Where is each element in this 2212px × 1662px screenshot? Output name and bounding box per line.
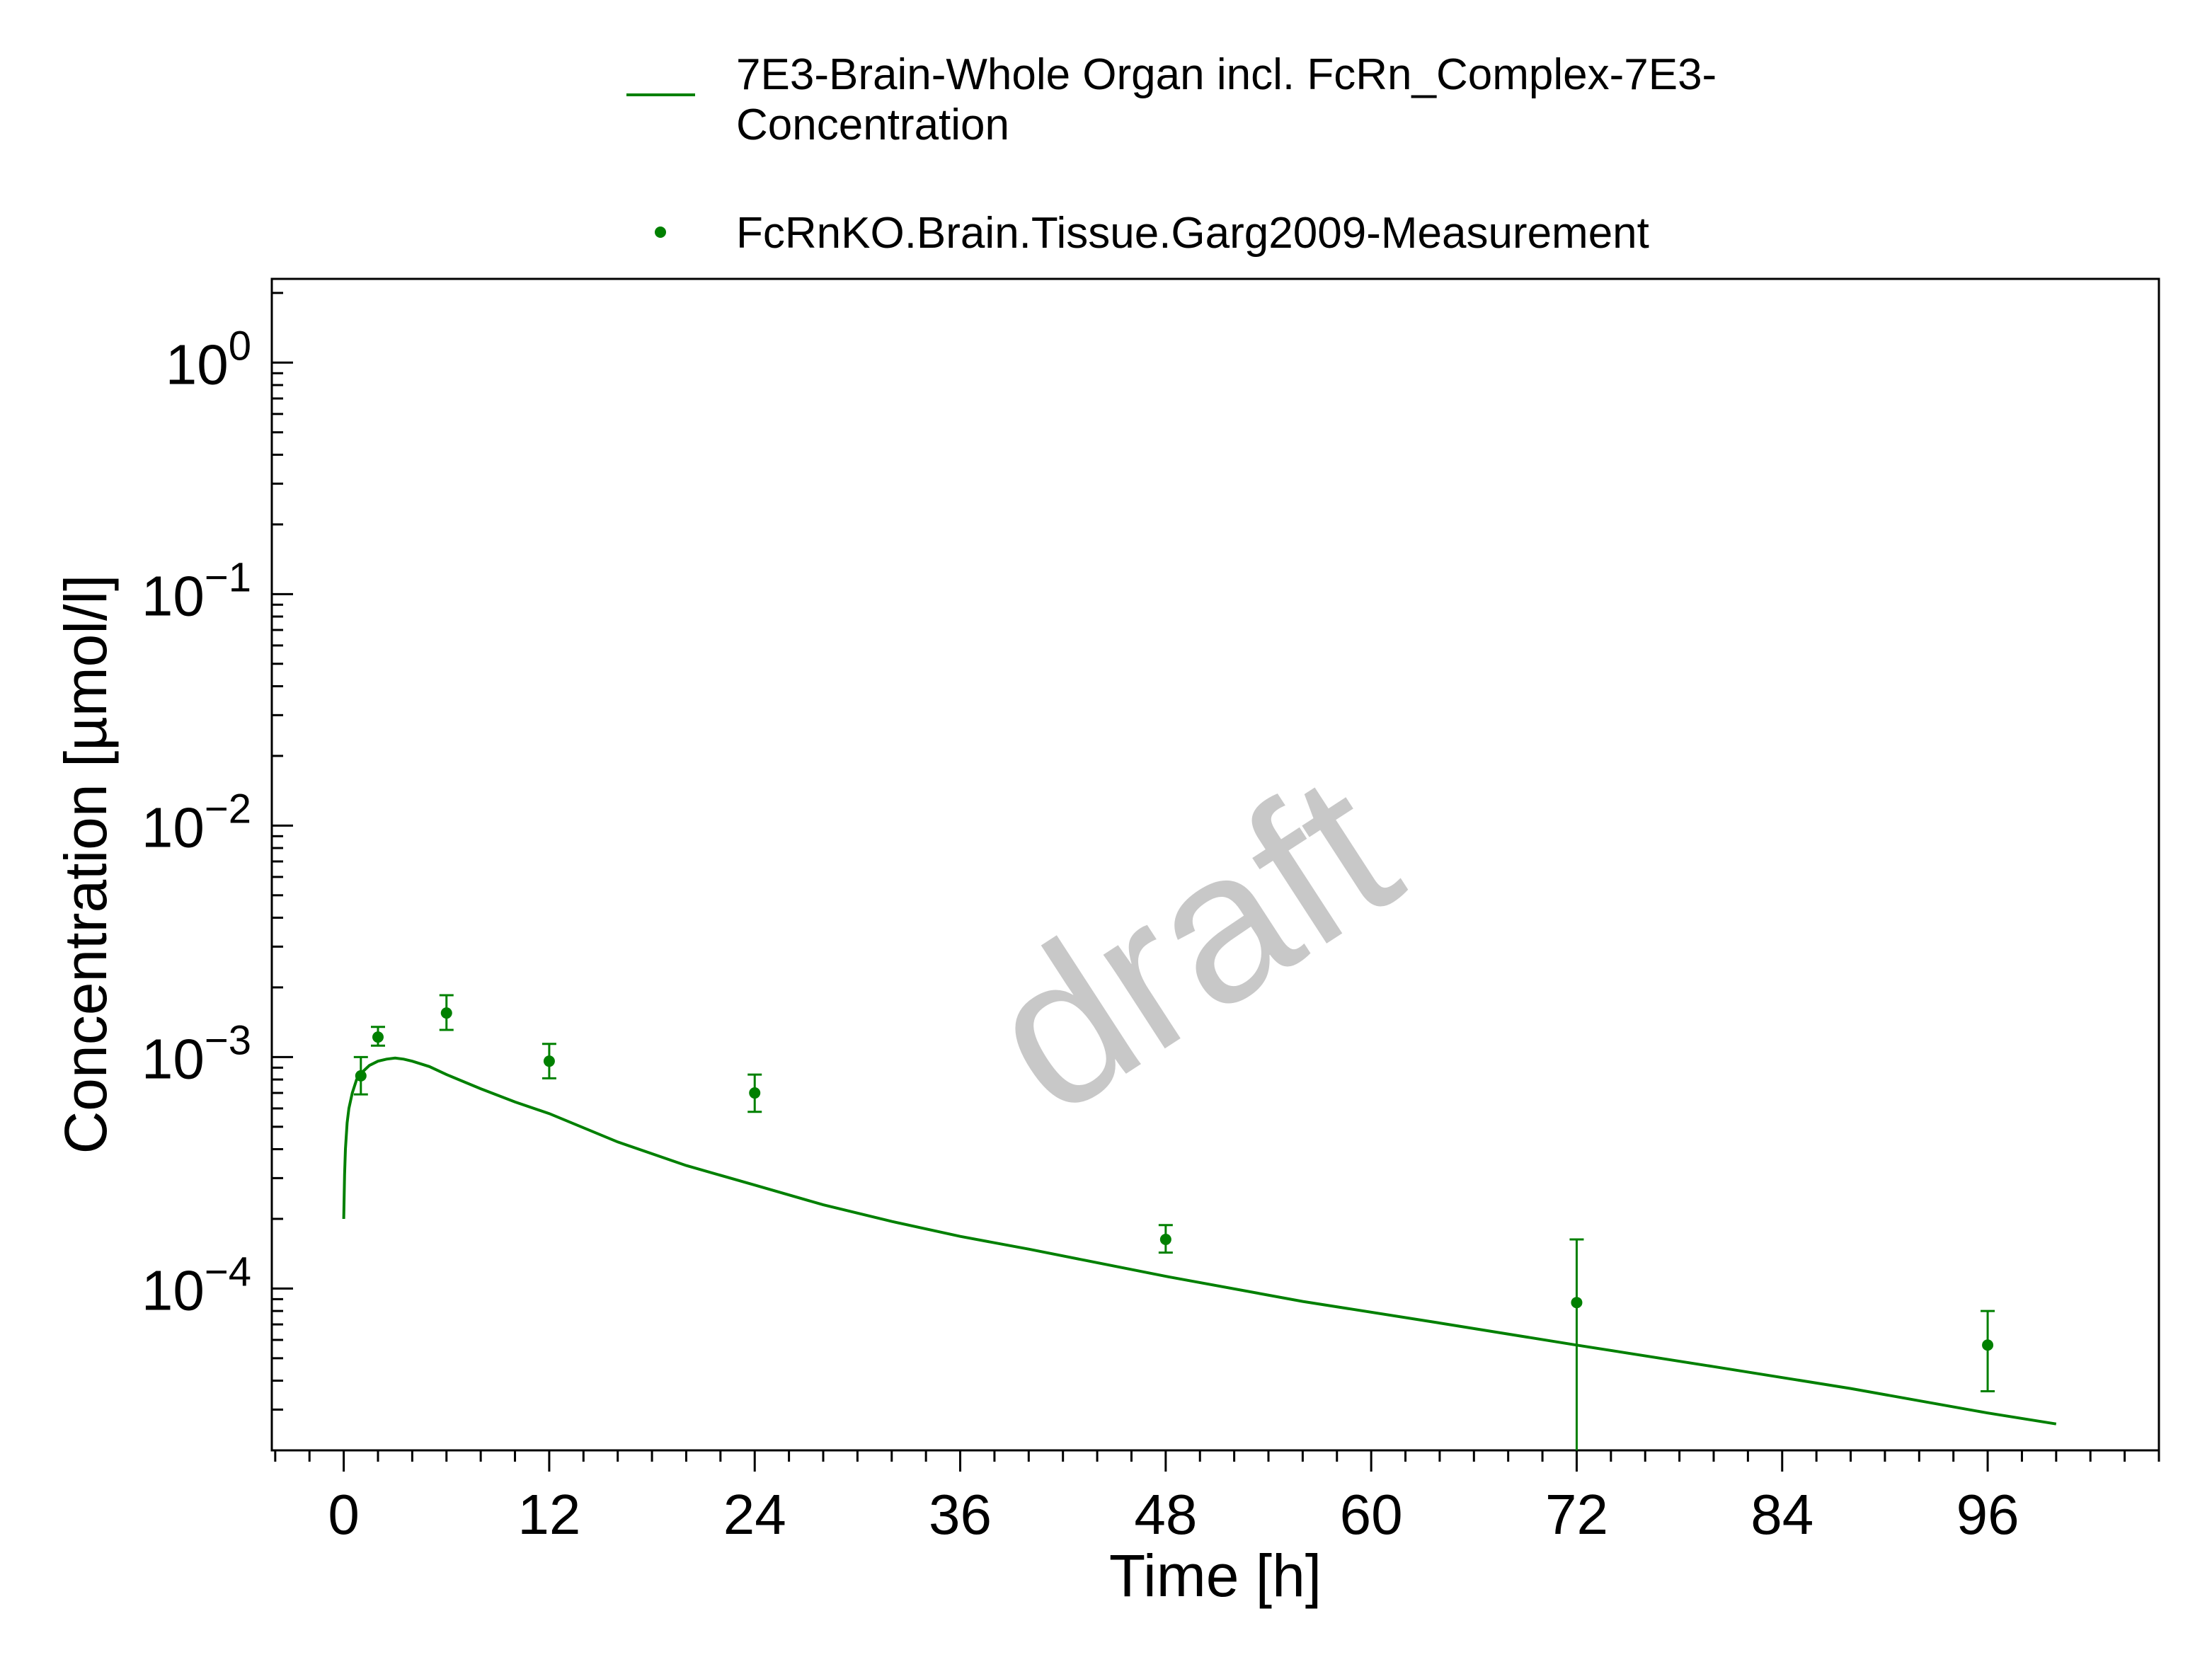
y-axis-title: Concentration [µmol/l] bbox=[52, 575, 119, 1154]
y-tick-label: 10−3 bbox=[142, 1017, 251, 1090]
data-point bbox=[749, 1087, 761, 1099]
x-tick-label: 96 bbox=[1956, 1483, 2019, 1546]
y-axis: 100 10−1 10−2 10−3 10−4 bbox=[142, 292, 293, 1452]
plot-area bbox=[270, 277, 2160, 1452]
data-point bbox=[440, 1007, 452, 1019]
data-point bbox=[355, 1070, 367, 1082]
legend-entry-label: Concentration bbox=[736, 101, 1009, 149]
plot-series bbox=[342, 994, 2057, 1450]
y-tick-label: 10−1 bbox=[142, 554, 251, 627]
data-point bbox=[372, 1031, 384, 1043]
data-point bbox=[1982, 1339, 1994, 1351]
x-tick-label: 48 bbox=[1134, 1483, 1197, 1546]
data-point bbox=[1159, 1234, 1171, 1246]
x-tick-label: 36 bbox=[929, 1483, 992, 1546]
data-point bbox=[1571, 1297, 1583, 1309]
legend: 7E3-Brain-Whole Organ incl. FcRn_Complex… bbox=[626, 50, 1717, 258]
y-tick-label: 10−2 bbox=[142, 786, 251, 859]
x-axis-title: Time [h] bbox=[1109, 1542, 1322, 1609]
data-point bbox=[543, 1055, 555, 1067]
x-tick-label: 0 bbox=[328, 1483, 360, 1546]
y-tick-label: 100 bbox=[166, 323, 251, 396]
x-axis: 0 12 24 36 48 60 72 84 96 bbox=[274, 1450, 2160, 1546]
x-tick-label: 24 bbox=[723, 1483, 786, 1546]
legend-entry-label: 7E3-Brain-Whole Organ incl. FcRn_Complex… bbox=[736, 50, 1717, 99]
series-line bbox=[342, 1056, 2057, 1426]
x-tick-label: 60 bbox=[1340, 1483, 1403, 1546]
x-tick-label: 72 bbox=[1545, 1483, 1608, 1546]
legend-entry-label: FcRnKO.Brain.Tissue.Garg2009-Measurement bbox=[736, 209, 1649, 258]
x-tick-label: 84 bbox=[1750, 1483, 1813, 1546]
legend-dot-swatch bbox=[655, 227, 666, 238]
y-tick-label: 10−4 bbox=[142, 1249, 251, 1322]
watermark: draft bbox=[949, 728, 1435, 1159]
x-tick-label: 12 bbox=[517, 1483, 580, 1546]
